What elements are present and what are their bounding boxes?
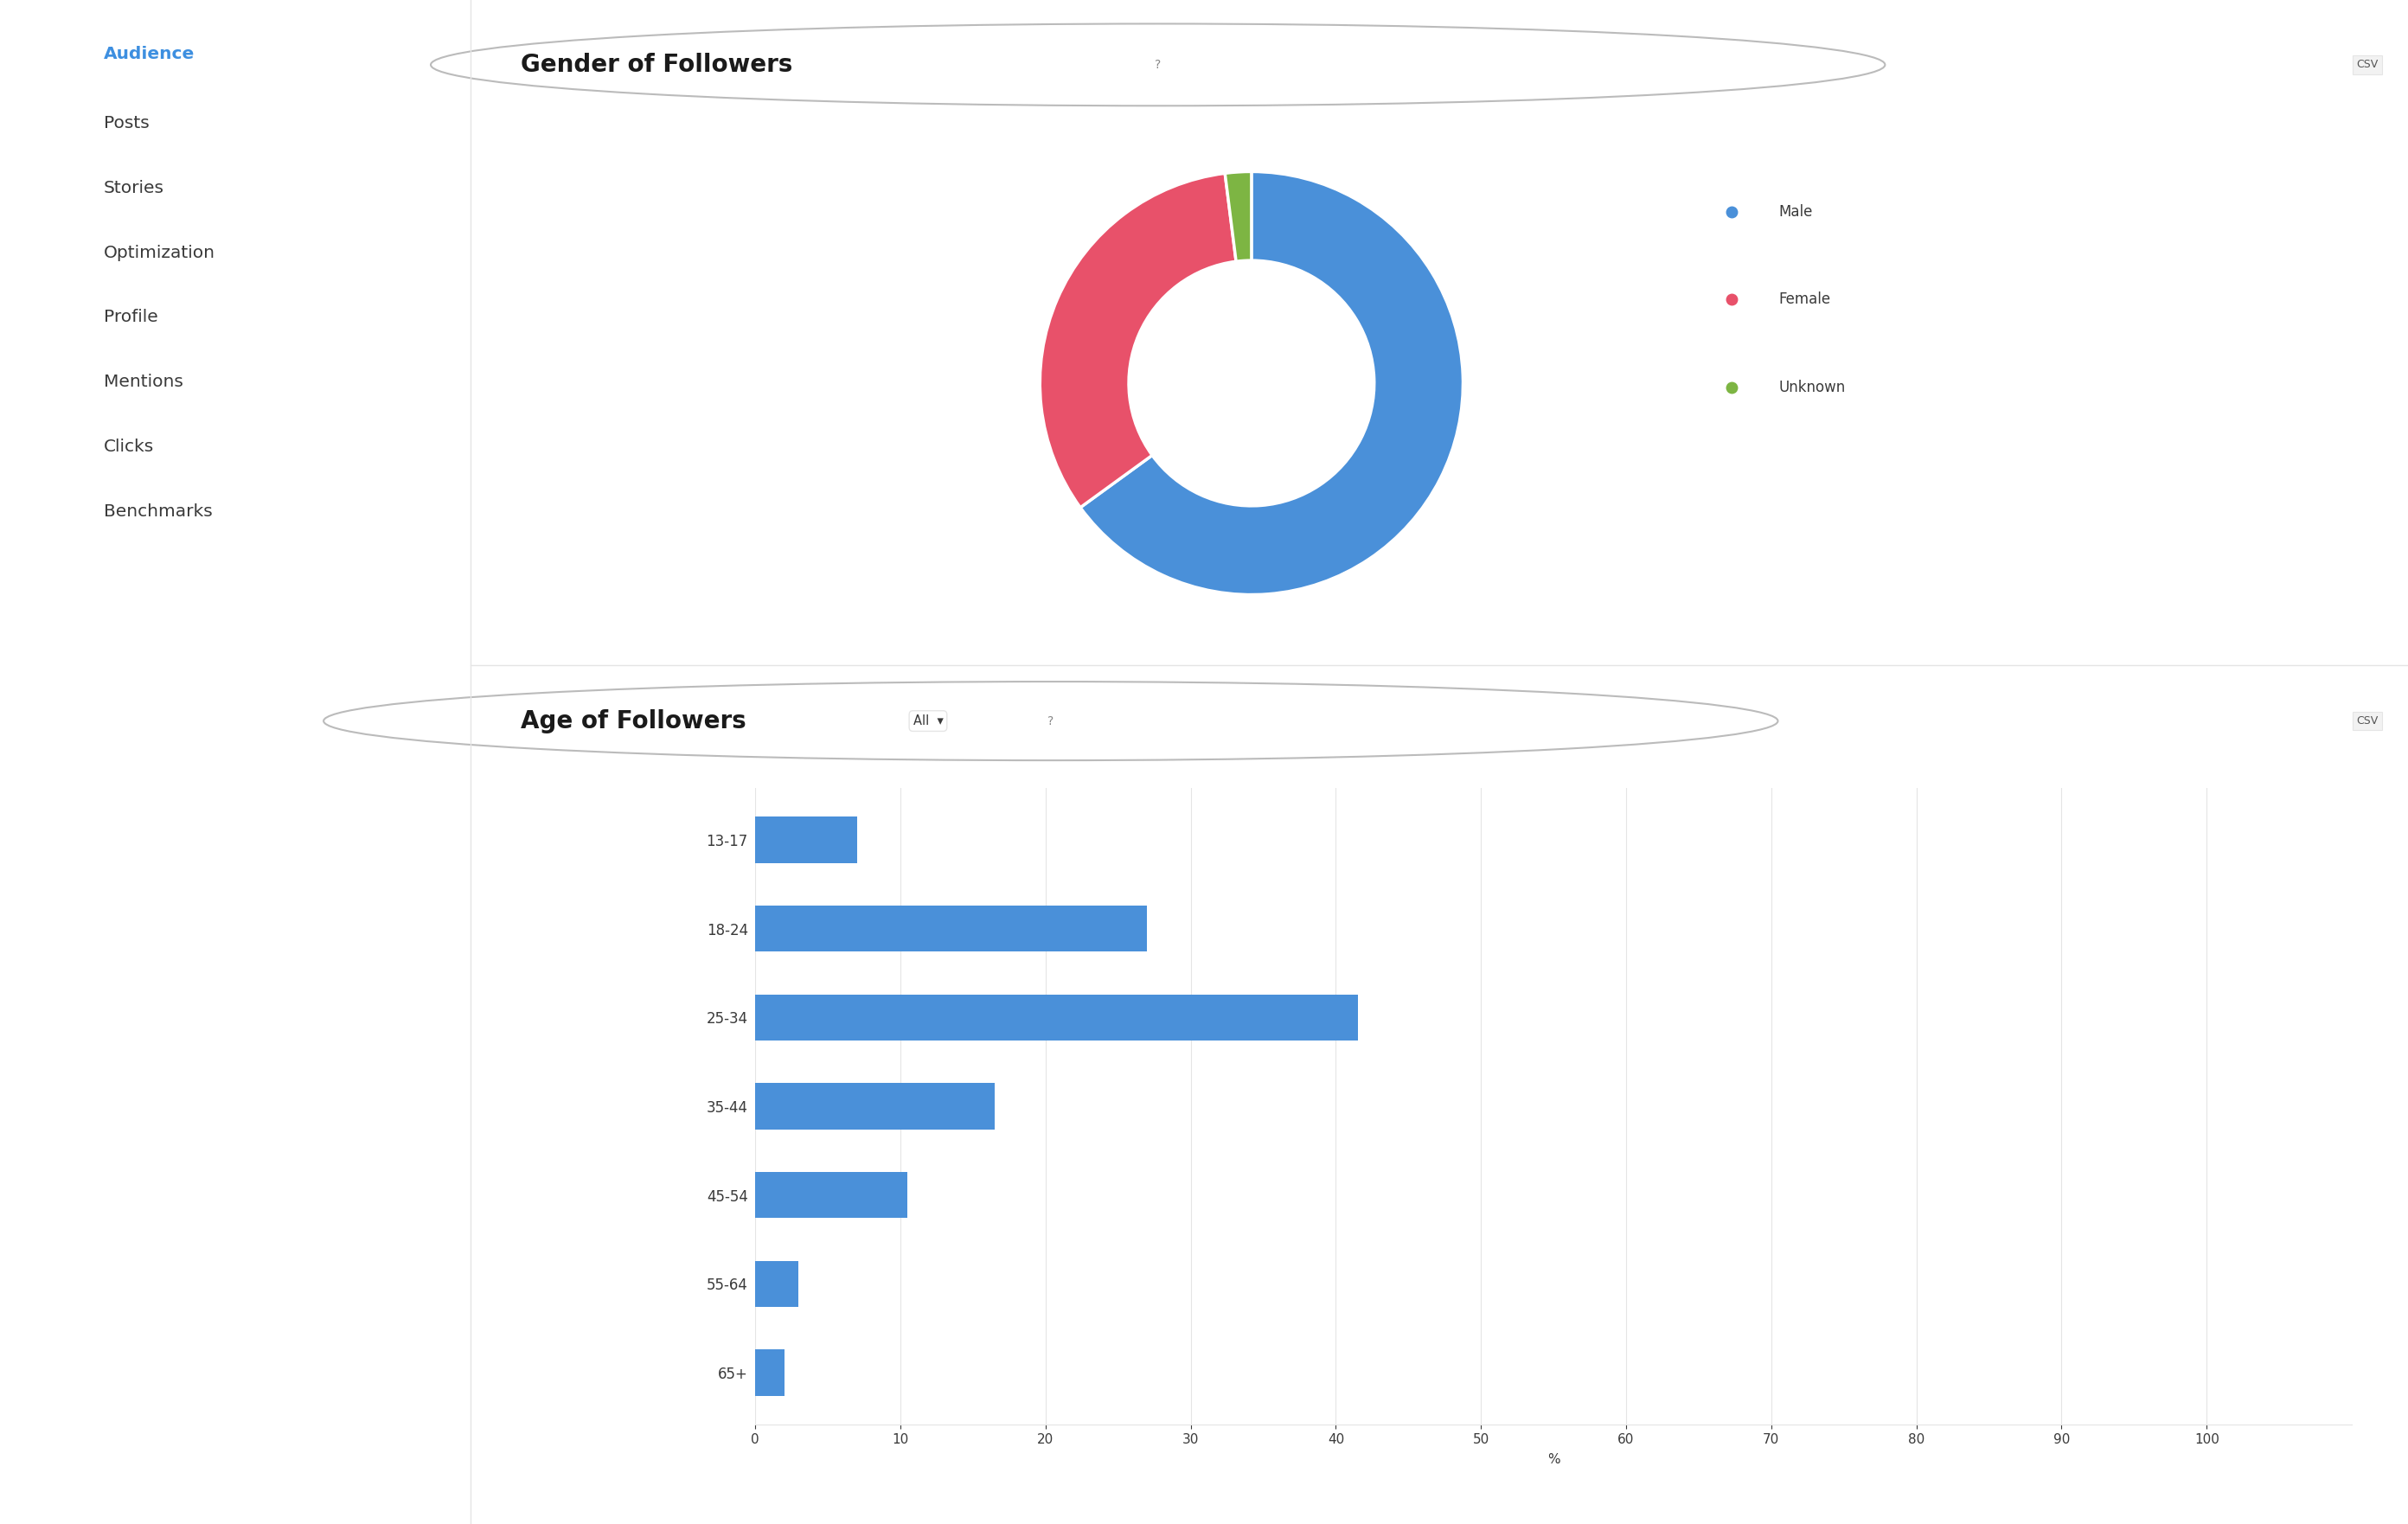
Text: All  ▾: All ▾ xyxy=(913,715,944,727)
Bar xyxy=(756,1260,799,1308)
Wedge shape xyxy=(1040,174,1235,507)
Text: Male: Male xyxy=(1780,204,1813,219)
Wedge shape xyxy=(1081,172,1464,594)
Text: CSV: CSV xyxy=(2357,59,2379,70)
X-axis label: %: % xyxy=(1548,1454,1560,1466)
Bar xyxy=(756,905,1146,952)
Text: Posts: Posts xyxy=(104,114,149,131)
Text: Unknown: Unknown xyxy=(1780,379,1847,395)
Text: Age of Followers: Age of Followers xyxy=(520,709,746,733)
Text: Audience: Audience xyxy=(104,46,195,62)
Bar xyxy=(756,995,1358,1041)
Bar xyxy=(756,1350,785,1396)
Text: Mentions: Mentions xyxy=(104,373,183,390)
Text: Profile: Profile xyxy=(104,309,159,326)
Bar xyxy=(756,1172,908,1218)
Text: Gender of Followers: Gender of Followers xyxy=(520,53,792,76)
Text: Optimization: Optimization xyxy=(104,244,214,261)
Text: ?: ? xyxy=(1156,59,1161,70)
Text: Stories: Stories xyxy=(104,180,164,197)
Wedge shape xyxy=(1226,172,1252,262)
Text: Clicks: Clicks xyxy=(104,439,154,456)
Text: CSV: CSV xyxy=(2357,715,2379,727)
Bar xyxy=(756,1084,995,1129)
Text: Benchmarks: Benchmarks xyxy=(104,503,212,520)
Text: ?: ? xyxy=(1047,715,1055,727)
Text: Female: Female xyxy=(1780,293,1830,308)
Bar xyxy=(756,817,857,863)
